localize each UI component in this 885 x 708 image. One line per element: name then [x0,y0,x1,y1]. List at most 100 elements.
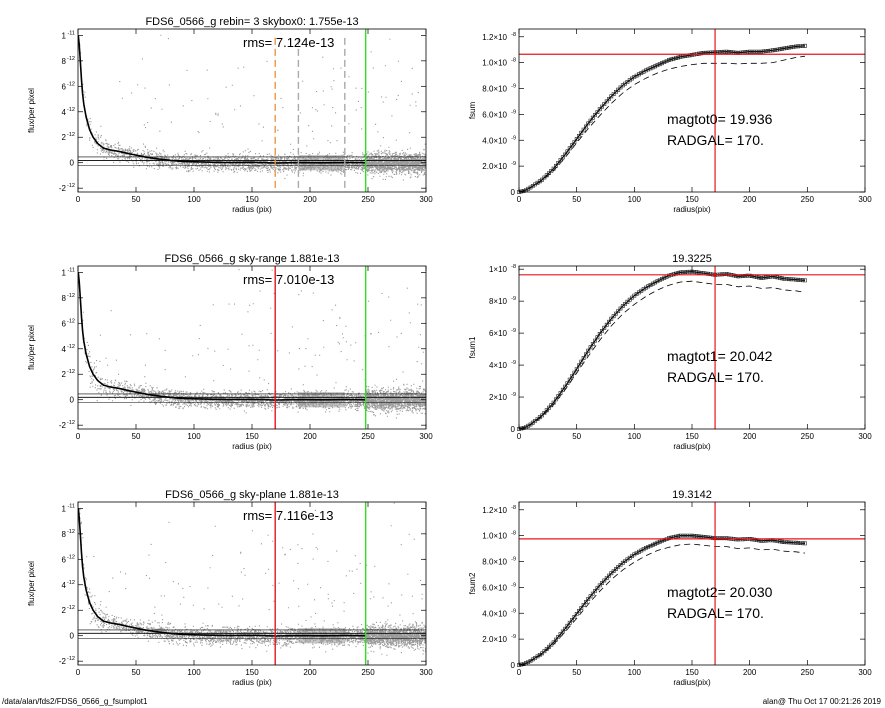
radgal-annotation: RADGAL= 170. [667,605,764,621]
panel-fsum-3: 0 50 100 150 200 250 300 0 2.0×10 -9 4.0×10 -9 6.0×1… [468,489,872,687]
x-tick-label: 150 [245,668,259,677]
x-axis-label: radius(pix) [673,678,711,687]
y-tick-exponent: -9 [511,582,516,588]
y-tick-label: 0 [511,188,516,197]
footer-user-timestamp: alan@ Thu Oct 17 00:21:26 2019 [762,697,881,706]
radgal-annotation: RADGAL= 170. [667,132,764,148]
y-axis-label: flux/per pixel [27,561,36,606]
x-tick-label: 50 [132,668,141,677]
y-tick-label: 0 [70,159,75,168]
y-tick-exponent: -8 [511,32,516,38]
y-tick-exponent: -8 [511,58,516,64]
x-tick-label: 0 [76,195,81,204]
x-tick-label: 0 [517,668,522,677]
y-tick-exponent: -12 [67,554,75,560]
y-tick-exponent: -12 [67,580,75,586]
y-tick-exponent: -12 [67,132,75,138]
x-tick-label: 250 [801,195,815,204]
y-tick-exponent: -9 [511,328,516,334]
y-axis-label: flux/per pixel [27,325,36,370]
y-tick-label: 1.2×10 [482,33,507,42]
y-tick-label: 4.0×10 [482,136,507,145]
y-tick-exponent: -9 [511,392,516,398]
y-tick-exponent: -8 [511,505,516,511]
plot-area [78,29,426,181]
y-tick-label: -2 [59,184,67,193]
x-axis-label: radius (pix) [232,678,272,687]
y-tick-exponent: -12 [67,369,75,375]
y-tick-exponent: -9 [511,557,516,563]
x-tick-label: 250 [361,432,375,441]
chart-title: FDS6_0566_g sky-plane 1.881e-13 [165,489,339,501]
x-tick-label: 150 [685,668,699,677]
y-tick-exponent: -12 [67,344,75,350]
fsum-square-markers [517,533,807,667]
y-tick-label: 8×10 [489,297,508,306]
x-axis-label: radius (pix) [232,205,272,214]
plot-area [78,502,426,656]
chart-title: FDS6_0566_g sky-range 1.881e-13 [165,253,340,265]
chart-title: FDS6_0566_g rebin= 3 skybox0: 1.755e-13 [145,16,358,28]
x-axis-label: radius(pix) [673,442,711,451]
y-tick-label: 2.0×10 [482,635,507,644]
y-tick-label: 6 [62,82,67,91]
panel-fsum-1: 0 50 100 150 200 250 300 0 2.0×10 -9 4.0×10 -9 6.0×1… [468,28,872,214]
y-tick-label: 1 [62,504,67,513]
x-tick-label: 100 [187,668,201,677]
y-tick-exponent: -9 [511,109,516,115]
rms-annotation: rms= 7.010e-13 [243,272,334,287]
y-tick-label: 4 [62,581,67,590]
y-tick-exponent: -12 [67,318,75,324]
y-tick-exponent: -9 [511,608,516,614]
y-axis-label: fsum [468,102,477,120]
x-tick-label: 300 [419,432,433,441]
y-tick-label: 0 [70,632,75,641]
y-tick-label: 2 [62,133,67,142]
x-tick-label: 150 [685,195,699,204]
y-tick-exponent: -9 [511,634,516,640]
y-tick-label: 8.0×10 [482,85,507,94]
y-tick-label: 4 [62,345,67,354]
fsum-dashed-curve [518,55,806,193]
radial-profile-line [78,272,366,401]
y-tick-label: 1.0×10 [482,59,507,68]
y-tick-exponent: -11 [67,30,75,36]
y-tick-exponent: -9 [511,161,516,167]
x-axis-label: radius (pix) [232,442,272,451]
y-axis-label: fsum1 [468,336,477,358]
y-tick-label: 0 [511,425,516,434]
y-tick-exponent: -12 [67,420,75,426]
y-tick-label: 6×10 [489,329,508,338]
y-axis-label: fsum2 [468,572,477,594]
x-tick-label: 50 [572,432,581,441]
x-tick-label: 50 [132,195,141,204]
y-tick-exponent: -12 [67,605,75,611]
x-tick-label: 100 [628,195,642,204]
radial-profile-line [78,508,366,637]
x-tick-label: 200 [303,668,317,677]
x-tick-label: 250 [801,432,815,441]
pixel-scatter-points [79,502,426,656]
y-tick-label: 0 [511,661,516,670]
y-tick-exponent: -9 [511,296,516,302]
x-tick-label: 50 [572,668,581,677]
x-tick-label: 200 [303,432,317,441]
x-tick-label: 50 [572,195,581,204]
y-tick-exponent: -12 [67,107,75,113]
y-tick-exponent: -9 [511,360,516,366]
x-tick-label: 0 [76,432,81,441]
y-tick-label: 2 [62,606,67,615]
y-tick-label: -2 [59,657,67,666]
y-tick-label: 1.0×10 [482,532,507,541]
y-tick-label: 4 [62,108,67,117]
pixel-scatter-points [78,269,426,419]
y-tick-label: 6 [62,319,67,328]
y-tick-label: 4×10 [489,361,508,370]
y-tick-label: 4.0×10 [482,609,507,618]
footer-file-path: /data/alan/fds2/FDS6_0566_g_fsumplot1 [2,697,148,706]
y-tick-label: 6 [62,555,67,564]
